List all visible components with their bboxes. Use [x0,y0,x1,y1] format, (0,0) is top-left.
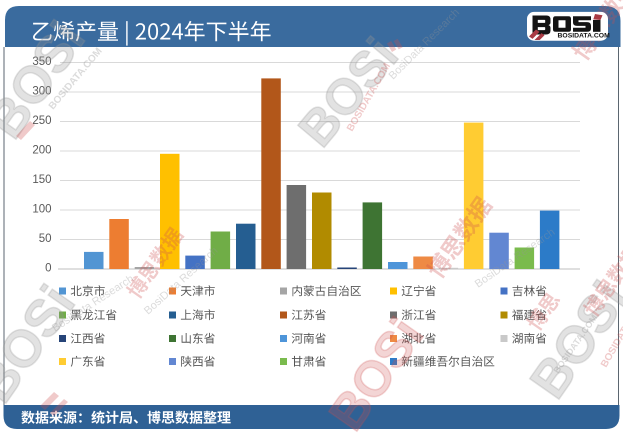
svg-text:250: 250 [32,115,51,127]
svg-text:50: 50 [39,233,52,245]
svg-text:350: 350 [32,56,51,68]
svg-text:200: 200 [32,145,51,157]
svg-text:0: 0 [45,263,51,275]
svg-text:BOSi: BOSi [0,275,87,412]
svg-text:300: 300 [32,86,51,98]
svg-text:150: 150 [32,174,51,186]
svg-text:100: 100 [32,204,51,216]
svg-text:BOSIDATA.COM: BOSIDATA.COM [558,33,611,40]
